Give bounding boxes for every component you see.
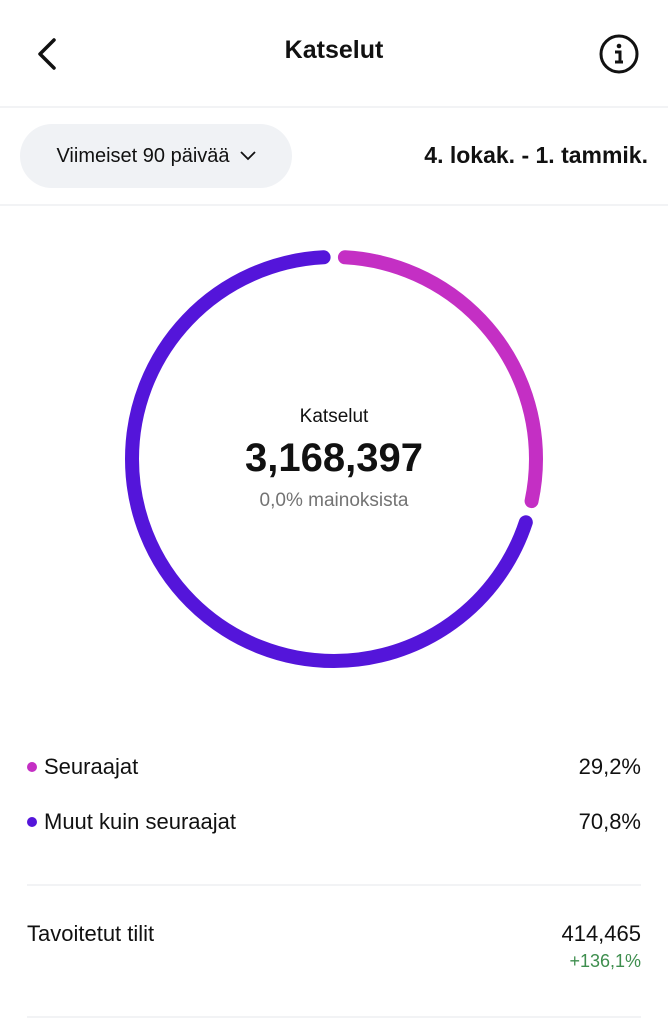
legend-label: Muut kuin seuraajat — [44, 809, 236, 834]
divider — [27, 1016, 641, 1018]
legend-item-followers: Seuraajat 29,2% — [27, 754, 641, 780]
donut-segment-non-followers — [125, 250, 543, 668]
legend-dot — [27, 817, 37, 827]
chevron-down-icon — [239, 151, 256, 161]
divider — [27, 884, 641, 886]
reached-accounts-change: +136,1% — [569, 951, 641, 971]
donut-chart — [125, 250, 543, 668]
donut-segment-followers — [125, 250, 543, 668]
legend-label: Seuraajat — [44, 754, 139, 779]
legend-dot — [27, 762, 37, 772]
info-button[interactable] — [598, 33, 640, 75]
legend-value: 29,2% — [578, 754, 641, 779]
legend-value: 70,8% — [578, 809, 641, 834]
page-title: Katselut — [284, 36, 384, 64]
period-dropdown[interactable]: Viimeiset 90 päivää — [20, 124, 292, 188]
info-icon — [599, 34, 639, 74]
date-range: 4. lokak. - 1. tammik. — [424, 142, 648, 168]
reached-accounts-label: Tavoitetut tilit — [27, 921, 155, 946]
divider — [0, 106, 668, 108]
chevron-left-icon — [38, 38, 56, 70]
period-label: Viimeiset 90 päivää — [56, 144, 230, 167]
reached-accounts-value: 414,465 — [561, 921, 641, 946]
chart-title: Katselut — [299, 406, 369, 427]
divider — [0, 204, 668, 206]
back-button[interactable] — [30, 34, 66, 74]
total-views: 3,168,397 — [245, 436, 423, 480]
ads-share: 0,0% mainoksista — [259, 490, 409, 511]
legend-item-non-followers: Muut kuin seuraajat 70,8% — [27, 809, 641, 835]
